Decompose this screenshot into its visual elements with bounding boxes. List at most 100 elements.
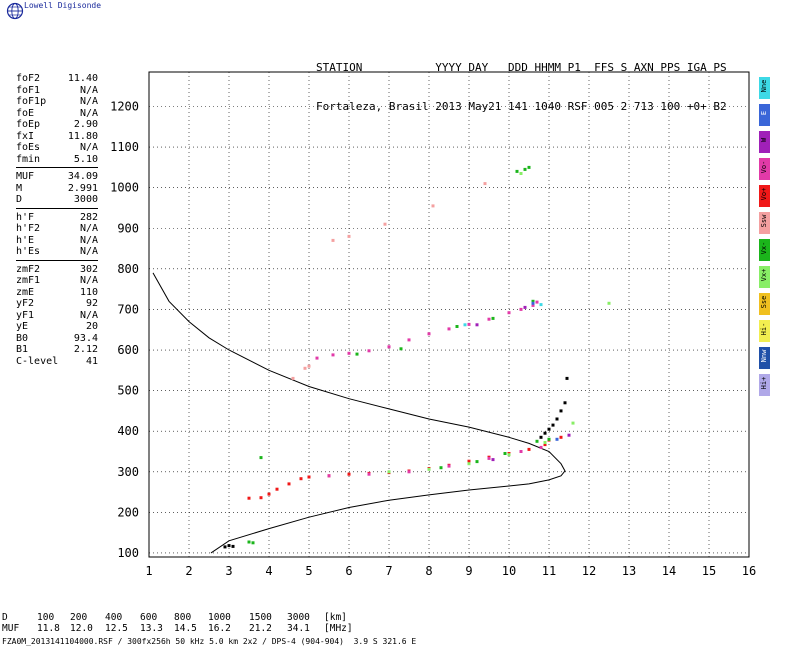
echo-point	[507, 453, 511, 457]
legend-item: E	[759, 104, 770, 126]
param-label: zmF2	[16, 263, 41, 275]
echo-point	[251, 541, 255, 545]
muf-cell: 14.5	[174, 623, 197, 634]
echo-point	[555, 437, 559, 441]
muf-unit: [MHz]	[324, 623, 353, 634]
legend-label: E	[760, 110, 768, 116]
echo-point	[387, 470, 391, 474]
echo-point	[523, 167, 527, 171]
x-tick-label: 3	[225, 564, 232, 578]
muf-cell: 1500	[249, 612, 272, 623]
axis-ticks: 1 2 3 4 5 6 7 8 9 10 11 12 13 14 15 1610020030040050060…	[110, 99, 756, 578]
param-value: 11.80	[67, 130, 98, 142]
y-tick-label: 600	[117, 343, 139, 357]
param-row: C-level 41	[16, 356, 98, 367]
param-row: zmE 110	[16, 287, 98, 298]
x-tick-label: 4	[265, 564, 272, 578]
echo-point	[407, 470, 411, 474]
echo-point	[543, 431, 547, 435]
echo-point	[467, 462, 471, 466]
muf-cell: 13.3	[140, 623, 163, 634]
echo-point	[367, 472, 371, 476]
y-tick-label: 700	[117, 302, 139, 316]
param-row: fxI 11.80	[16, 131, 98, 142]
x-tick-label: 8	[425, 564, 432, 578]
y-tick-label: 300	[117, 465, 139, 479]
echo-point	[531, 303, 535, 307]
x-tick-label: 9	[465, 564, 472, 578]
param-row: B1 2.12	[16, 344, 98, 355]
param-label: fxI	[16, 130, 35, 142]
x-tick-label: 13	[622, 564, 636, 578]
param-label: foEs	[16, 142, 41, 153]
echo-point	[491, 458, 495, 462]
echo-point	[559, 435, 563, 439]
echo-point	[531, 301, 535, 305]
echo-point	[467, 322, 471, 326]
echo-point	[259, 456, 263, 460]
param-label: h'F	[16, 211, 35, 223]
legend-label: Hi-	[760, 322, 768, 336]
echo-point	[367, 349, 371, 353]
param-value: 110	[79, 286, 98, 298]
param-value: N/A	[79, 275, 98, 286]
muf-cell: 600	[140, 612, 158, 623]
echo-point	[535, 439, 539, 443]
param-row: yE 20	[16, 321, 98, 332]
legend-label: Ssw	[760, 214, 768, 228]
x-tick-label: 16	[742, 564, 756, 578]
param-divider	[16, 207, 98, 209]
echo-point	[543, 441, 547, 444]
echo-point	[431, 204, 435, 208]
echo-point	[475, 323, 479, 327]
param-label: MUF	[16, 171, 35, 182]
param-label: foF1	[16, 84, 41, 96]
legend-item: Vo-	[759, 158, 770, 180]
param-row: D 3000	[16, 194, 98, 205]
legend-item: Vo+	[759, 185, 770, 207]
muf-cell: 16.2	[208, 623, 231, 634]
muf-row-label: MUF	[2, 623, 20, 634]
param-label: yE	[16, 321, 29, 332]
echo-point	[439, 466, 443, 470]
param-value: 20	[85, 321, 98, 332]
echo-point	[331, 353, 335, 357]
x-tick-label: 7	[385, 564, 392, 578]
echo-point	[427, 467, 431, 471]
echo-point	[503, 452, 507, 455]
param-row: zmF1 N/A	[16, 275, 98, 286]
param-value: N/A	[79, 309, 98, 321]
echo-traces	[223, 165, 611, 549]
param-row: foF2 11.40	[16, 73, 98, 84]
param-value: N/A	[79, 246, 98, 257]
echo-point	[507, 311, 511, 315]
muf-cell: 11.8	[37, 623, 60, 634]
echo-point	[231, 544, 235, 548]
param-row: MUF 34.09	[16, 171, 98, 182]
echo-point	[291, 376, 295, 380]
param-value: 93.4	[73, 332, 98, 344]
echo-point	[347, 234, 351, 238]
header-line-1: STATION YYYY DAY DDD HHMM P1 FFS S AXN P…	[316, 61, 727, 74]
muf-cell: 3000	[287, 612, 310, 623]
param-value: N/A	[79, 234, 98, 246]
echo-point	[223, 545, 227, 549]
echo-point	[559, 409, 563, 413]
param-value: 41	[85, 355, 98, 367]
echo-point	[299, 477, 303, 481]
legend-item: Nne	[759, 77, 770, 99]
x-tick-label: 11	[542, 564, 556, 578]
echo-point	[455, 325, 459, 328]
echo-point	[491, 316, 495, 320]
param-row: yF1 N/A	[16, 310, 98, 321]
legend-label: Sse	[760, 295, 768, 309]
param-label: foF2	[16, 73, 41, 84]
echo-point	[519, 450, 523, 453]
muf-cell: 100	[37, 612, 55, 623]
param-value: N/A	[79, 107, 98, 119]
param-row: foF1 N/A	[16, 85, 98, 96]
param-label: zmF1	[16, 275, 41, 286]
legend-label: Vo-	[760, 160, 768, 174]
y-tick-label: 1100	[110, 140, 139, 154]
echo-point	[355, 352, 359, 356]
